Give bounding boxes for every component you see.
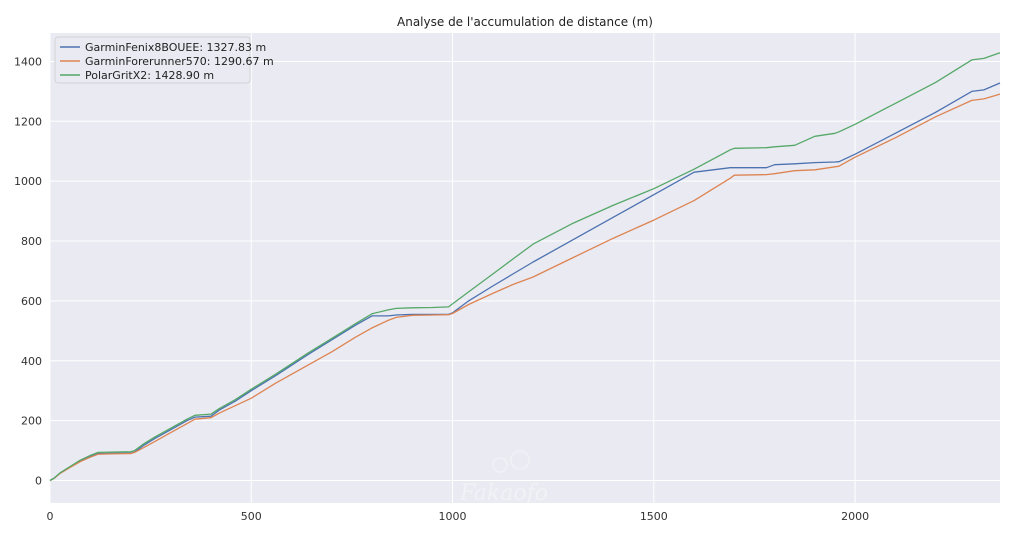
y-tick-label: 800: [21, 235, 42, 248]
y-axis-tick-labels: 0 200 400 600 800 1000 1200 1400: [14, 55, 42, 487]
x-axis-tick-labels: 0 500 1000 1500 2000: [47, 510, 870, 523]
y-tick-label: 200: [21, 415, 42, 428]
x-tick-label: 1000: [439, 510, 467, 523]
legend-box: [54, 36, 251, 84]
watermark-circle-icon: [492, 457, 508, 473]
legend-label: GarminForerunner570: 1290.67 m: [85, 55, 274, 68]
x-tick-label: 0: [47, 510, 54, 523]
plot-background: [50, 33, 1000, 503]
series-line-1: [49, 93, 1001, 482]
vertical-gridlines: [49, 33, 856, 503]
x-tick-label: 500: [241, 510, 262, 523]
chart-title: Analyse de l'accumulation de distance (m…: [397, 15, 653, 29]
horizontal-gridlines: [50, 60, 1000, 482]
series-line-2: [49, 52, 1001, 482]
legend: GarminFenix8BOUEE: 1327.83 mGarminForeru…: [54, 36, 274, 84]
y-tick-label: 400: [21, 355, 42, 368]
y-tick-label: 1400: [14, 55, 42, 68]
legend-items: GarminFenix8BOUEE: 1327.83 mGarminForeru…: [60, 41, 274, 82]
series-lines: [49, 52, 1001, 482]
y-tick-label: 1000: [14, 175, 42, 188]
watermark-logo: Fakaofo: [459, 450, 548, 506]
x-tick-label: 2000: [841, 510, 869, 523]
watermark-text: Fakaofo: [459, 481, 548, 506]
x-tick-label: 1500: [640, 510, 668, 523]
watermark-circle-icon: [510, 450, 530, 470]
y-tick-label: 0: [35, 475, 42, 488]
y-tick-label: 1200: [14, 115, 42, 128]
y-tick-label: 600: [21, 295, 42, 308]
legend-label: PolarGritX2: 1428.90 m: [85, 69, 214, 82]
legend-label: GarminFenix8BOUEE: 1327.83 m: [85, 41, 266, 54]
